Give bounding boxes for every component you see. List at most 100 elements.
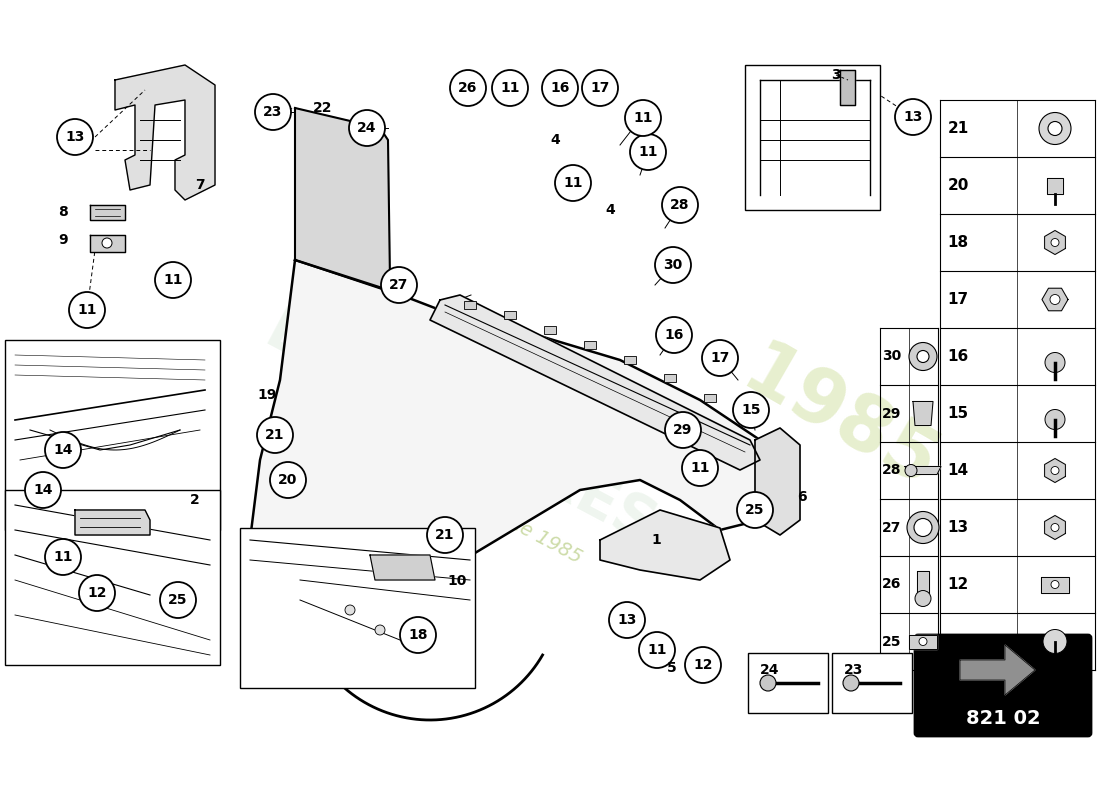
Circle shape: [666, 412, 701, 448]
Text: 11: 11: [638, 145, 658, 159]
Text: 29: 29: [673, 423, 693, 437]
FancyBboxPatch shape: [464, 301, 476, 309]
FancyBboxPatch shape: [624, 356, 636, 364]
Text: 16: 16: [664, 328, 684, 342]
Text: 18: 18: [947, 235, 969, 250]
Circle shape: [656, 317, 692, 353]
Text: 11: 11: [691, 461, 710, 475]
Circle shape: [1050, 581, 1059, 589]
Circle shape: [1045, 410, 1065, 430]
Text: 16: 16: [550, 81, 570, 95]
Circle shape: [702, 340, 738, 376]
Circle shape: [45, 432, 81, 468]
Circle shape: [1050, 466, 1059, 474]
Text: 3: 3: [832, 68, 840, 82]
Text: 29: 29: [882, 406, 902, 421]
Polygon shape: [909, 634, 937, 649]
Circle shape: [760, 675, 775, 691]
Circle shape: [556, 165, 591, 201]
FancyBboxPatch shape: [664, 374, 676, 382]
Circle shape: [639, 632, 675, 668]
FancyBboxPatch shape: [240, 528, 475, 688]
FancyBboxPatch shape: [6, 490, 220, 665]
Text: 4: 4: [605, 203, 615, 217]
Circle shape: [450, 70, 486, 106]
Polygon shape: [755, 428, 800, 535]
Circle shape: [1048, 122, 1062, 135]
Polygon shape: [840, 70, 855, 105]
Circle shape: [682, 450, 718, 486]
Text: 14: 14: [947, 463, 969, 478]
FancyBboxPatch shape: [915, 635, 1091, 736]
Circle shape: [427, 517, 463, 553]
Text: 14: 14: [53, 443, 73, 457]
Circle shape: [917, 350, 930, 362]
Circle shape: [625, 100, 661, 136]
Circle shape: [257, 417, 293, 453]
FancyBboxPatch shape: [704, 394, 716, 402]
Circle shape: [25, 472, 60, 508]
Circle shape: [270, 462, 306, 498]
Text: 11: 11: [647, 643, 667, 657]
Circle shape: [915, 590, 931, 606]
Polygon shape: [600, 510, 730, 580]
Circle shape: [45, 539, 81, 575]
FancyBboxPatch shape: [745, 65, 880, 210]
Text: 28: 28: [670, 198, 690, 212]
Polygon shape: [1041, 577, 1069, 593]
Circle shape: [375, 625, 385, 635]
Circle shape: [102, 238, 112, 248]
Polygon shape: [430, 295, 760, 470]
Circle shape: [685, 647, 720, 683]
Text: 24: 24: [358, 121, 376, 135]
Circle shape: [160, 582, 196, 618]
Circle shape: [345, 605, 355, 615]
Text: 13: 13: [947, 520, 969, 535]
Circle shape: [492, 70, 528, 106]
Text: 17: 17: [591, 81, 609, 95]
Circle shape: [843, 675, 859, 691]
Circle shape: [349, 110, 385, 146]
Text: 21: 21: [265, 428, 285, 442]
Text: 30: 30: [663, 258, 683, 272]
Text: 12: 12: [947, 577, 969, 592]
Text: 24: 24: [760, 663, 780, 677]
Text: 821 02: 821 02: [966, 709, 1041, 727]
Text: a passion for parts since 1985: a passion for parts since 1985: [316, 413, 584, 567]
Text: 13: 13: [903, 110, 923, 124]
Text: 30: 30: [882, 350, 902, 363]
Text: 17: 17: [711, 351, 729, 365]
Circle shape: [400, 617, 436, 653]
Text: 26: 26: [882, 578, 902, 591]
Text: 1: 1: [651, 533, 661, 547]
FancyBboxPatch shape: [544, 326, 556, 334]
Polygon shape: [1045, 458, 1066, 482]
Circle shape: [155, 262, 191, 298]
Text: 21: 21: [947, 121, 969, 136]
Circle shape: [1045, 353, 1065, 373]
Circle shape: [582, 70, 618, 106]
Circle shape: [381, 267, 417, 303]
Circle shape: [255, 94, 292, 130]
Polygon shape: [1045, 230, 1066, 254]
Text: EUROSPARES: EUROSPARES: [255, 303, 664, 557]
FancyBboxPatch shape: [832, 653, 912, 713]
Polygon shape: [370, 555, 434, 580]
Text: 11: 11: [634, 111, 652, 125]
Circle shape: [1040, 113, 1071, 145]
Text: 25: 25: [882, 634, 902, 649]
Text: 10: 10: [448, 574, 466, 588]
Circle shape: [542, 70, 578, 106]
Circle shape: [415, 630, 425, 640]
Text: 12: 12: [87, 586, 107, 600]
Text: 4: 4: [550, 133, 560, 147]
Text: 25: 25: [168, 593, 188, 607]
Text: 19: 19: [257, 388, 277, 402]
Text: 21: 21: [436, 528, 454, 542]
Polygon shape: [295, 108, 390, 290]
Text: 6: 6: [798, 490, 806, 504]
Circle shape: [1050, 294, 1060, 305]
Circle shape: [733, 392, 769, 428]
Text: 26: 26: [459, 81, 477, 95]
Text: 2: 2: [190, 493, 200, 507]
